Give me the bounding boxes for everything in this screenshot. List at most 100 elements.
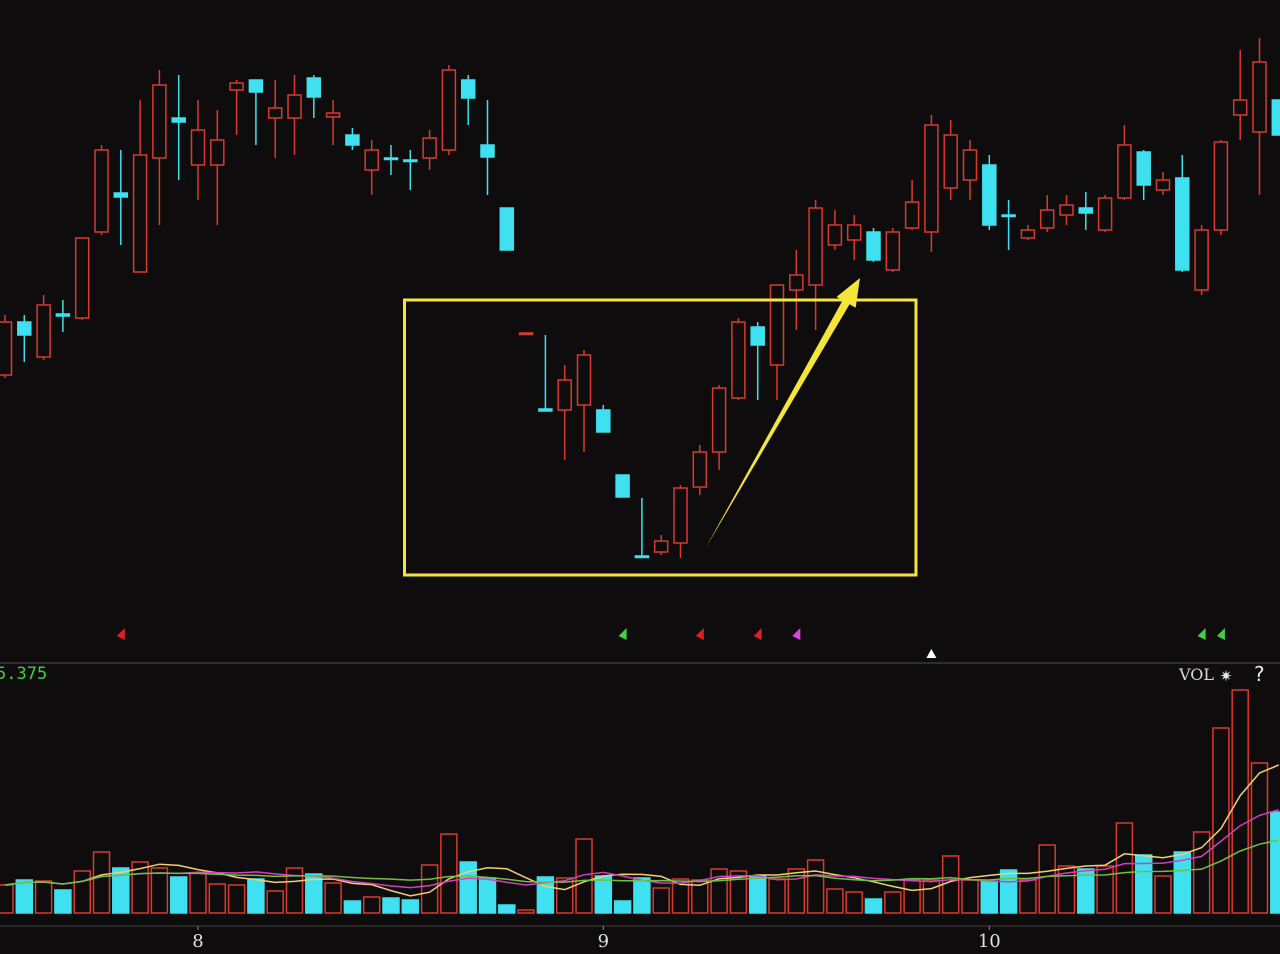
volume-bar xyxy=(54,889,72,914)
candle xyxy=(1213,140,1229,235)
candle-body xyxy=(518,332,534,336)
help-button[interactable]: ? xyxy=(1254,662,1265,686)
candle xyxy=(866,228,881,262)
candle-body xyxy=(1001,214,1016,218)
candle-body xyxy=(596,409,611,433)
candle-body xyxy=(827,224,843,246)
candle xyxy=(460,75,476,125)
candle xyxy=(248,79,264,145)
candle-body xyxy=(460,79,476,99)
signal-markers xyxy=(116,628,1225,658)
vol-indicator-label[interactable]: VOL xyxy=(1179,665,1215,684)
volume-bar xyxy=(112,867,130,914)
volume-bar xyxy=(305,873,323,914)
candle xyxy=(94,145,109,235)
signal-marker xyxy=(792,628,801,640)
candle xyxy=(653,535,669,555)
volume-bar xyxy=(208,883,227,914)
candle-body xyxy=(306,77,322,98)
volume-bar xyxy=(169,876,188,914)
volume-bar xyxy=(864,898,883,914)
candle-body xyxy=(171,117,186,123)
candle-body xyxy=(731,321,746,399)
candle-body xyxy=(982,164,997,226)
volume-bar xyxy=(382,897,400,914)
volume-bar xyxy=(1019,879,1037,914)
volume-bar xyxy=(961,879,979,914)
candle xyxy=(210,110,225,225)
candle-body xyxy=(1078,207,1094,214)
candle-body xyxy=(325,112,341,118)
volume-bar xyxy=(92,851,111,914)
candle-body xyxy=(846,224,862,241)
volume-bar xyxy=(478,877,497,914)
candle xyxy=(441,65,457,155)
candle-body xyxy=(576,354,592,406)
volume-bar xyxy=(594,875,613,914)
candle-body xyxy=(1271,99,1280,136)
candle xyxy=(1232,50,1248,140)
signal-marker xyxy=(1197,628,1206,640)
candle-body xyxy=(480,144,495,158)
candle-body xyxy=(711,387,727,453)
candle xyxy=(1252,38,1267,195)
candle-body xyxy=(557,379,572,411)
candle xyxy=(17,315,32,362)
candle-body xyxy=(866,231,881,261)
cursor-marker xyxy=(926,649,937,658)
candle xyxy=(924,115,939,252)
candle-body xyxy=(403,159,418,163)
candle-body xyxy=(673,487,688,544)
candle-body xyxy=(1194,229,1209,291)
candle xyxy=(673,485,688,558)
candle-body xyxy=(229,82,244,91)
candle-body xyxy=(1252,61,1267,133)
candle-body xyxy=(750,326,765,346)
volume-bar xyxy=(459,861,477,914)
candle xyxy=(171,75,186,180)
candle xyxy=(943,120,958,200)
candle xyxy=(1175,155,1190,272)
candle xyxy=(190,100,206,200)
volume-bar xyxy=(1077,868,1095,914)
candle-body xyxy=(653,540,669,553)
candle-body xyxy=(538,408,553,412)
candle-body xyxy=(943,134,958,189)
candle xyxy=(769,284,785,400)
volume-bar xyxy=(1192,831,1211,914)
volume-bar xyxy=(266,890,284,914)
candle xyxy=(1020,225,1036,240)
candle-body xyxy=(1175,177,1190,271)
volume-bar xyxy=(941,855,960,914)
candle xyxy=(229,80,244,135)
volume-bar xyxy=(189,872,207,914)
ma20-line xyxy=(4,839,1279,886)
candle-body xyxy=(248,79,264,93)
candle-body xyxy=(287,94,302,119)
candles xyxy=(0,38,1280,559)
volume-bar xyxy=(845,891,863,914)
volume-bar xyxy=(324,882,342,914)
candle-body xyxy=(74,237,90,319)
candle-body xyxy=(441,69,457,151)
candle-body xyxy=(1155,179,1171,191)
trend-arrow xyxy=(705,278,860,548)
volume-bar xyxy=(826,888,844,914)
candle-body xyxy=(924,124,939,233)
candle-body xyxy=(0,321,13,376)
candle xyxy=(692,445,708,495)
volume-bar xyxy=(768,878,786,914)
candle xyxy=(403,150,418,190)
candle xyxy=(576,350,592,452)
candle xyxy=(596,405,611,433)
candle-body xyxy=(1213,141,1229,231)
volume-bar xyxy=(1231,689,1249,914)
volume-bar xyxy=(806,859,825,914)
candle-body xyxy=(1097,197,1113,231)
candle xyxy=(422,130,437,170)
volume-bar xyxy=(401,899,420,914)
volume-bar xyxy=(922,879,941,914)
gear-icon[interactable]: ✷ xyxy=(1220,662,1233,686)
volume-bar xyxy=(362,896,381,914)
